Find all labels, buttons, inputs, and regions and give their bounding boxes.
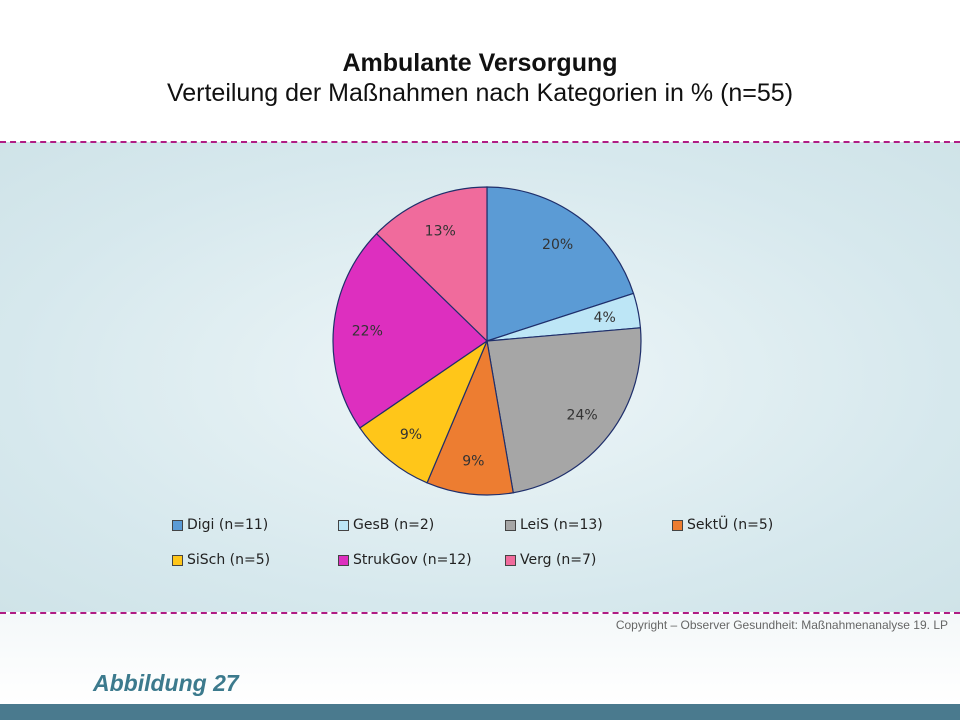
pie-label-verg: 13% (425, 223, 456, 239)
legend-item-leis: LeiS (n=13) (505, 517, 603, 533)
legend-swatch-strukgov (338, 554, 349, 566)
bottom-dashed-divider (0, 612, 960, 614)
legend-label-verg: Verg (n=7) (520, 552, 597, 568)
legend-label-sisch: SiSch (n=5) (187, 552, 271, 568)
pie-slice-digi (486, 186, 635, 342)
legend-label-sektu: SektÜ (n=5) (687, 517, 774, 533)
pie-slice-sektü (426, 338, 514, 496)
legend-item-digi: Digi (n=11) (172, 517, 268, 533)
legend-label-gesb: GesB (n=2) (353, 517, 435, 533)
legend-label-digi: Digi (n=11) (187, 517, 269, 533)
legend-item-sisch: SiSch (n=5) (172, 552, 270, 568)
pie-slice-sisch (359, 339, 489, 484)
pie-label-leis: 24% (567, 407, 598, 423)
legend-swatch-gesb (338, 519, 349, 531)
legend-swatch-digi (172, 519, 183, 531)
top-dashed-divider (0, 141, 960, 143)
chart-title-block: Ambulante Versorgung Verteilung der Maßn… (0, 48, 960, 108)
pie-slice-strukgov (332, 232, 488, 429)
pie-label-sektü: 9% (462, 453, 484, 469)
pie-label-strukgov: 22% (352, 324, 383, 340)
chart-title: Ambulante Versorgung (342, 49, 618, 77)
pie-label-gesb: 4% (594, 310, 616, 326)
chart-subtitle: Verteilung der Maßnahmen nach Kategorien… (166, 79, 794, 107)
pie-slice-leis (486, 327, 642, 494)
pie-label-sisch: 9% (400, 427, 422, 443)
legend-label-strukgov: StrukGov (n=12) (353, 552, 472, 568)
legend-swatch-verg (505, 554, 516, 566)
legend-swatch-sisch (172, 554, 183, 566)
legend-item-sektu: SektÜ (n=5) (672, 517, 773, 533)
legend-swatch-sektu (672, 519, 683, 531)
legend-item-strukgov: StrukGov (n=12) (338, 552, 472, 568)
legend-item-verg: Verg (n=7) (505, 552, 596, 568)
legend-swatch-leis (505, 519, 516, 531)
lower-background (0, 614, 960, 704)
copyright-note: Copyright – Observer Gesundheit: Maßnahm… (615, 618, 948, 632)
footer-bar (0, 704, 960, 720)
legend-item-gesb: GesB (n=2) (338, 517, 434, 533)
figure-label: Abbildung 27 (93, 670, 239, 696)
pie-slice-verg (375, 186, 488, 343)
pie-label-digi: 20% (542, 237, 573, 253)
legend-label-leis: LeiS (n=13) (520, 517, 603, 533)
